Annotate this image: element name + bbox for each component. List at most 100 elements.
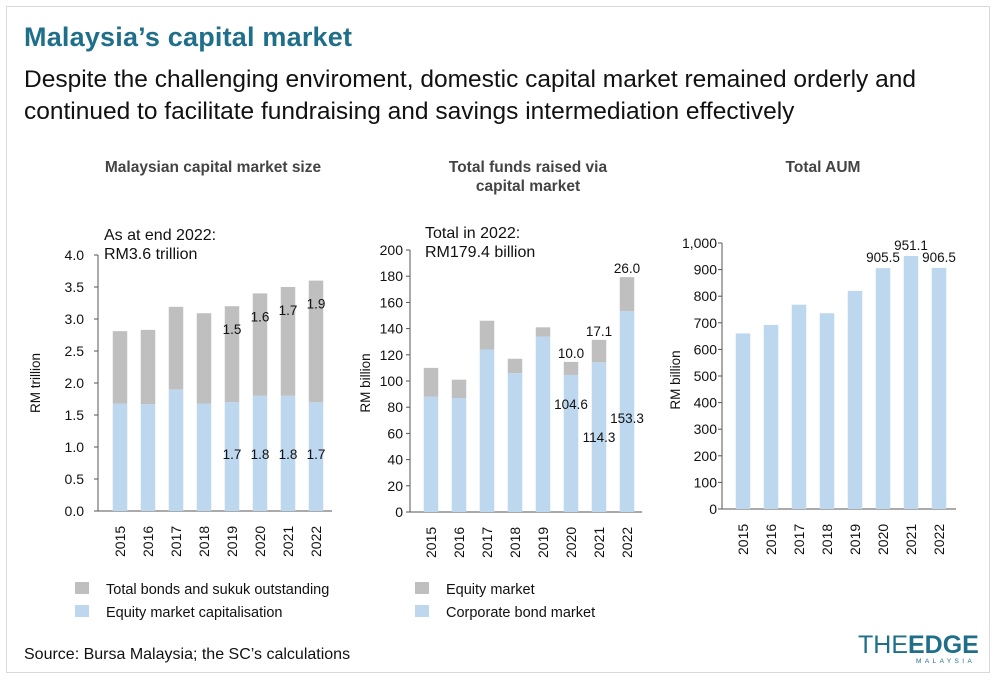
logo-the: THE xyxy=(858,631,908,659)
chart-title: Total funds raised via xyxy=(449,159,608,176)
bar-lower-2020 xyxy=(563,374,579,512)
legend-label: Equity market capitalisation xyxy=(106,605,283,621)
y-axis-label: RM billion xyxy=(358,353,373,412)
y-tick-label: 400 xyxy=(694,395,718,411)
chart-title: Malaysian capital market size xyxy=(105,159,322,176)
y-tick-label: 100 xyxy=(380,373,404,389)
y-tick-label: 40 xyxy=(387,452,403,468)
data-label: 26.0 xyxy=(614,261,640,276)
legend-swatch xyxy=(415,582,429,594)
y-tick-label: 600 xyxy=(694,341,718,357)
bar-upper-2019 xyxy=(535,327,551,337)
x-tick-label: 2021 xyxy=(280,526,296,557)
x-tick-label: 2017 xyxy=(168,526,184,557)
y-tick-label: 140 xyxy=(380,321,404,337)
y-tick-label: 1.0 xyxy=(65,439,85,455)
y-tick-label: 200 xyxy=(380,242,404,258)
bar-lower-2019 xyxy=(224,402,240,511)
y-axis-label: RM billion xyxy=(668,350,683,409)
y-tick-label: 0.5 xyxy=(65,471,85,487)
x-tick-label: 2022 xyxy=(619,527,635,558)
x-tick-label: 2015 xyxy=(112,526,128,557)
y-tick-label: 120 xyxy=(380,347,404,363)
chart-annotation: RM179.4 billion xyxy=(425,244,535,261)
bar-upper-2016 xyxy=(140,329,156,405)
y-tick-label: 0.0 xyxy=(65,503,85,519)
data-label: 905.5 xyxy=(866,250,900,265)
y-tick-label: 300 xyxy=(694,421,718,437)
x-tick-label: 2016 xyxy=(140,526,156,557)
bar-lower-2022 xyxy=(619,311,635,512)
y-tick-label: 2.0 xyxy=(65,375,85,391)
bar-lower-2017 xyxy=(791,304,807,509)
bar-lower-2017 xyxy=(479,349,495,512)
x-tick-label: 2021 xyxy=(903,524,919,555)
x-tick-label: 2019 xyxy=(535,527,551,558)
data-label: 1.7 xyxy=(279,303,298,318)
page-subtitle: Despite the challenging enviroment, dome… xyxy=(24,66,916,125)
y-axis-label: RM trillion xyxy=(28,353,43,413)
y-tick-label: 20 xyxy=(387,478,403,494)
x-tick-label: 2020 xyxy=(563,527,579,558)
x-tick-label: 2018 xyxy=(819,524,835,555)
x-tick-label: 2020 xyxy=(875,524,891,555)
bar-upper-2017 xyxy=(168,306,184,390)
y-tick-label: 4.0 xyxy=(65,247,85,263)
logo-edge: EDGE xyxy=(908,631,979,659)
bar-upper-2018 xyxy=(196,313,212,404)
legend-label: Total bonds and sukuk outstanding xyxy=(106,582,329,598)
y-tick-label: 60 xyxy=(387,425,403,441)
x-tick-label: 2017 xyxy=(479,527,495,558)
data-label: 17.1 xyxy=(586,324,612,339)
bar-upper-2020 xyxy=(563,361,579,375)
x-tick-label: 2018 xyxy=(196,526,212,557)
x-tick-label: 2015 xyxy=(735,524,751,555)
data-label: 1.5 xyxy=(223,322,242,337)
bar-lower-2016 xyxy=(451,398,467,512)
y-tick-label: 200 xyxy=(694,448,718,464)
bar-lower-2017 xyxy=(168,389,184,511)
x-tick-label: 2018 xyxy=(507,527,523,558)
data-label: 1.7 xyxy=(307,447,326,462)
data-label: 1.7 xyxy=(223,447,242,462)
bar-upper-2015 xyxy=(112,331,128,404)
bar-lower-2016 xyxy=(140,404,156,511)
data-label: 104.6 xyxy=(554,397,588,412)
x-tick-label: 2021 xyxy=(591,527,607,558)
chart-funds-raised: Total funds raised via capital market Tota… xyxy=(358,159,644,558)
data-label: 10.0 xyxy=(558,346,584,361)
data-label: 951.1 xyxy=(894,238,928,253)
bar-upper-2017 xyxy=(479,320,495,350)
bar-lower-2021 xyxy=(591,362,607,512)
bar-upper-2015 xyxy=(423,367,439,397)
y-tick-label: 500 xyxy=(694,368,718,384)
bar-lower-2020 xyxy=(875,268,891,509)
chart-capital-market-size: Malaysian capital market size As at end 2… xyxy=(28,159,332,557)
bar-lower-2018 xyxy=(819,313,835,509)
y-tick-label: 160 xyxy=(380,294,404,310)
y-tick-label: 1.5 xyxy=(65,407,85,423)
chart-annotation: RM3.6 trillion xyxy=(104,246,197,263)
bar-lower-2019 xyxy=(847,290,863,509)
data-label: 1.9 xyxy=(307,297,326,312)
x-tick-label: 2019 xyxy=(224,526,240,557)
data-label: 153.3 xyxy=(610,411,644,426)
bar-lower-2019 xyxy=(535,336,551,512)
bar-lower-2022 xyxy=(931,267,947,509)
x-tick-label: 2016 xyxy=(763,524,779,555)
y-tick-label: 0 xyxy=(395,504,403,520)
data-label: 1.6 xyxy=(251,309,270,324)
bar-upper-2022 xyxy=(308,280,324,403)
legend-label: Equity market xyxy=(446,582,535,598)
bar-lower-2020 xyxy=(252,395,268,511)
chart-total-aum: Total AUM 0 100 200 300 400 500 600 700 800 900 1,0… xyxy=(668,159,956,555)
bar-lower-2021 xyxy=(280,395,296,511)
bar-upper-2020 xyxy=(252,293,268,396)
y-tick-label: 3.0 xyxy=(65,311,85,327)
bar-lower-2021 xyxy=(903,256,919,509)
chart-annotation: As at end 2022: xyxy=(104,227,216,244)
bar-upper-2019 xyxy=(224,306,240,403)
bar-upper-2021 xyxy=(591,339,607,363)
y-tick-label: 1,000 xyxy=(682,235,717,251)
